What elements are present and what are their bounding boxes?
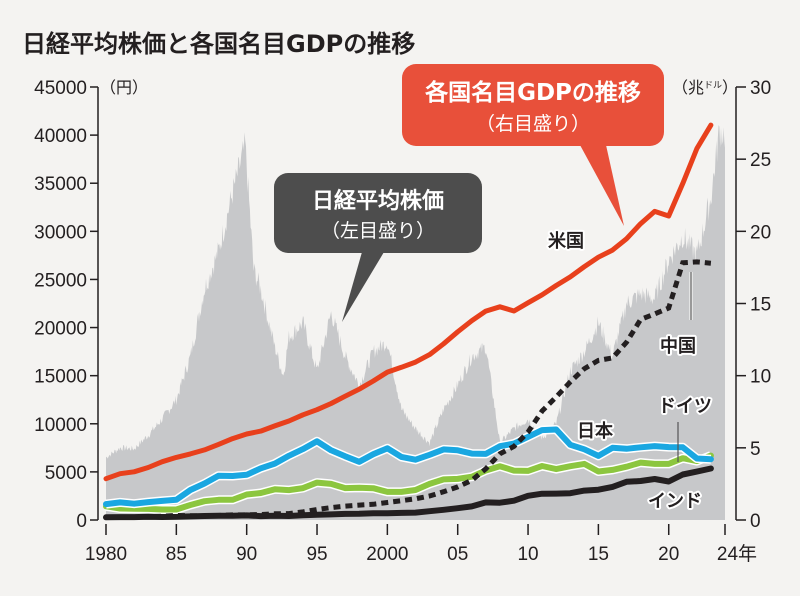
left-axis-tick-label: 15000 (34, 367, 87, 388)
right-axis-tick-label: 10 (750, 367, 771, 388)
gdp-callout-title: 各国名目GDPの推移 (424, 79, 641, 106)
series-label-japan: 日本 (577, 420, 613, 442)
series-line-germany (103, 452, 714, 513)
x-axis-tick-label: 24年 (717, 543, 757, 565)
left-axis-tick-label: 0 (76, 511, 87, 532)
series-label-india: インド (648, 491, 702, 512)
x-axis-tick-label: 05 (447, 544, 468, 565)
left-axis-tick-label: 30000 (34, 222, 87, 243)
left-axis-tick-label: 5000 (45, 463, 87, 484)
right-axis-tick-label: 30 (750, 78, 771, 99)
gdp-callout-box (402, 64, 664, 146)
callouts-layer: 日経平均株価 （左目盛り） 各国名目GDPの推移 （右目盛り） (274, 64, 664, 322)
right-axis-tick-label: 5 (750, 439, 761, 460)
series-line-china (105, 259, 712, 520)
left-axis-tick-label: 10000 (34, 415, 87, 436)
series-label-germany: ドイツ (658, 396, 712, 417)
x-axis-tick-label: 20 (658, 544, 679, 565)
axes-layer: 0500010000150002000025000300003500040000… (34, 78, 771, 565)
series-label-china: 中国 (660, 335, 696, 357)
nikkei-callout-subtitle: （左目盛り） (321, 220, 435, 242)
x-axis-tick-label: 85 (166, 544, 187, 565)
nikkei-callout-pointer (342, 252, 384, 322)
right-axis-tick-label: 20 (750, 222, 771, 243)
x-axis-tick-label: 95 (306, 544, 327, 565)
chart-title: 日経平均株価と各国名目GDPの推移 (22, 30, 416, 58)
nikkei-area-layer (106, 125, 725, 520)
left-axis-tick-label: 45000 (34, 78, 87, 99)
right-axis-tick-label: 25 (750, 150, 771, 171)
right-axis-tick-label: 15 (750, 295, 771, 316)
x-axis-tick-label: 2000 (366, 544, 408, 565)
gdp-callout-pointer (580, 145, 624, 226)
x-axis-tick-label: 90 (236, 544, 257, 565)
nikkei-area (106, 125, 725, 520)
right-axis-tick-label: 0 (750, 511, 761, 532)
gdp-lines-layer (103, 122, 714, 521)
left-axis-unit: （円） (100, 78, 148, 97)
right-axis-unit: （兆ドル） (672, 78, 738, 97)
nikkei-callout-box (274, 173, 482, 253)
series-line-us (103, 122, 714, 482)
x-axis-tick-label: 1980 (85, 544, 127, 565)
series-label-us: 米国 (548, 230, 584, 252)
left-axis-tick-label: 25000 (34, 270, 87, 291)
gdp-callout-subtitle: （右目盛り） (476, 113, 590, 135)
left-axis-tick-label: 35000 (34, 174, 87, 195)
left-axis-tick-label: 40000 (34, 126, 87, 147)
x-axis-tick-label: 15 (588, 544, 609, 565)
series-line-japan (103, 426, 714, 508)
left-axis-tick-label: 20000 (34, 319, 87, 340)
x-axis-tick-label: 10 (517, 544, 538, 565)
nikkei-callout-title: 日経平均株価 (312, 188, 444, 214)
